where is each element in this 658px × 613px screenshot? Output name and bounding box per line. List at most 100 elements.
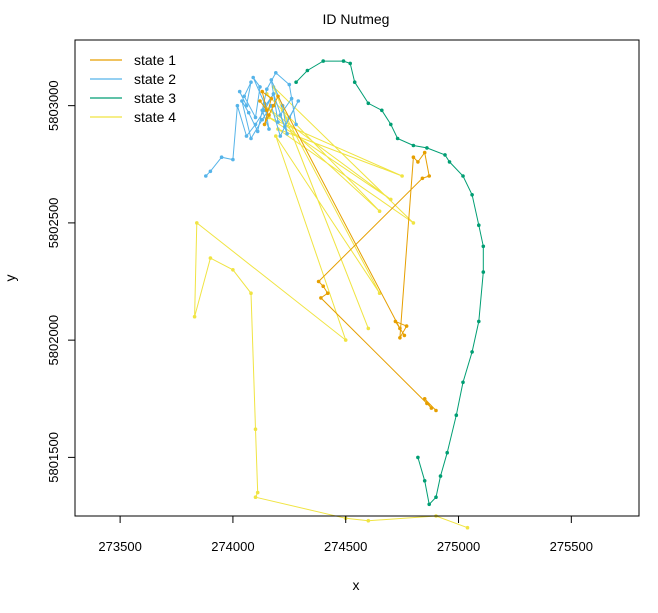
series-1-point <box>411 155 416 159</box>
series-3-point <box>389 122 393 127</box>
series-1-point <box>265 108 269 113</box>
series-2-point <box>249 136 253 141</box>
series-1-point <box>276 94 280 99</box>
series-2-point <box>274 71 278 75</box>
series-4-point <box>255 490 260 495</box>
series-3-point <box>341 59 346 63</box>
series-1-point <box>321 284 326 289</box>
series-3-point <box>321 59 326 63</box>
series-1-point <box>398 336 402 340</box>
series-1-point <box>325 291 330 296</box>
series-2-point <box>240 99 244 103</box>
series-2-point <box>253 122 258 127</box>
series-2-point <box>208 169 213 174</box>
series-3-point <box>447 160 452 164</box>
series-1-point <box>393 319 398 324</box>
series-4-point <box>411 221 416 225</box>
x-tick-label: 274500 <box>324 539 367 554</box>
series-2-point <box>287 82 292 87</box>
y-tick-label: 5801500 <box>46 432 61 483</box>
series-3-point <box>461 174 465 178</box>
series-1-point <box>260 89 265 94</box>
y-axis: 5801500 5802000 5802500 5803000 <box>46 80 76 483</box>
series-3-point <box>445 450 450 455</box>
series-1 <box>258 89 438 413</box>
series-3-point <box>434 495 438 500</box>
y-tick-label: 5802000 <box>46 315 61 366</box>
series-1-point <box>271 103 276 108</box>
series-4-point <box>389 197 393 202</box>
series-3-point <box>481 244 486 249</box>
y-axis-label: y <box>2 275 18 282</box>
series-3 <box>294 59 486 507</box>
series-2-point <box>269 78 274 82</box>
series-3-point <box>366 101 371 106</box>
series-4-point <box>208 256 213 260</box>
series-1-point <box>398 326 402 331</box>
series-2-point <box>235 103 240 108</box>
series-2-point <box>267 127 271 131</box>
series-4-point <box>400 174 404 178</box>
series-2-point <box>278 134 283 138</box>
legend-label: state 3 <box>134 90 176 106</box>
series-2-point <box>219 155 224 159</box>
x-axis: 273500 274000 274500 275000 275500 <box>98 515 593 554</box>
legend-label: state 2 <box>134 71 176 87</box>
series-4-point <box>366 326 371 331</box>
series-2-point <box>283 125 287 129</box>
series-3-point <box>470 350 474 354</box>
series-1-point <box>316 279 321 284</box>
series-2-point <box>294 122 298 127</box>
series-1-point <box>269 96 274 101</box>
series-1-point <box>319 296 323 300</box>
x-tick-label: 273500 <box>98 539 141 554</box>
series-4-point <box>274 134 278 138</box>
series-2-point <box>255 129 260 134</box>
series-1-point <box>434 408 438 413</box>
series-2-point <box>253 115 258 120</box>
series-2-point <box>278 113 283 117</box>
series-1-point <box>416 160 420 164</box>
series-3-point <box>416 455 420 460</box>
series-2 <box>204 71 301 178</box>
series-1-point <box>267 113 271 117</box>
series-2-point <box>285 132 289 136</box>
x-axis-label: x <box>353 577 360 593</box>
series-3-line <box>295 60 484 506</box>
series-3-point <box>477 319 481 324</box>
series-2-point <box>204 174 208 178</box>
legend-label: state 1 <box>134 52 176 68</box>
series-4-point <box>253 495 258 500</box>
series-2-point <box>244 103 249 108</box>
series-1-point <box>429 406 434 410</box>
series-4-point <box>195 221 199 225</box>
series-3-point <box>454 413 459 418</box>
series-2-point <box>289 96 294 101</box>
series-1-point <box>420 176 425 181</box>
series-3-point <box>427 502 432 507</box>
trajectory-tracks <box>192 59 486 530</box>
y-tick-label: 5802500 <box>46 198 61 249</box>
series-3-point <box>422 479 427 483</box>
series-3-point <box>305 68 310 73</box>
series-1-point <box>422 397 427 401</box>
legend: state 1 state 2 state 3 state 4 <box>90 52 176 125</box>
legend-label: state 4 <box>134 109 176 125</box>
x-tick-label: 274000 <box>211 539 254 554</box>
series-3-point <box>395 136 400 141</box>
series-2-point <box>276 120 280 124</box>
series-3-point <box>348 61 353 66</box>
series-3-point <box>470 193 474 197</box>
chart-title: ID Nutmeg <box>323 11 390 27</box>
series-4-point <box>249 291 253 296</box>
series-2-point <box>237 89 242 94</box>
series-4-point <box>253 427 258 432</box>
series-1-point <box>262 122 267 127</box>
series-2-point <box>265 87 269 91</box>
series-2-point <box>258 85 262 89</box>
series-3-point <box>461 380 465 385</box>
series-1-point <box>422 150 427 155</box>
series-3-point <box>481 270 486 274</box>
series-4-point <box>231 268 235 272</box>
x-tick-label: 275500 <box>550 539 593 554</box>
